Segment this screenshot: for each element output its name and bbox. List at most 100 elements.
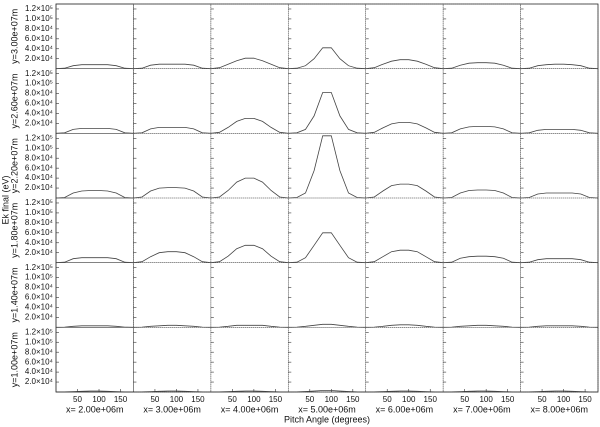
y-tick-label: 1.0×10⁵	[25, 273, 53, 282]
panel-frame	[520, 133, 599, 199]
y-tick-label: 8.0×10⁴	[25, 89, 54, 98]
column-label: x= 3.00e+06m	[143, 404, 201, 414]
row-label: y=2.20e+07m	[9, 138, 19, 193]
curve	[520, 63, 599, 70]
panel-frame	[442, 3, 521, 69]
y-tick-label: 8.0×10⁴	[25, 218, 54, 227]
panel-frame	[210, 3, 289, 69]
y-tick-label: 8.0×10⁴	[25, 153, 54, 162]
row-label: y=1.00e+07m	[9, 332, 19, 387]
curve	[55, 64, 134, 70]
curve	[365, 59, 444, 70]
row-label: y=1.40e+07m	[9, 267, 19, 322]
y-tick-label: 1.0×10⁵	[25, 79, 53, 88]
x-tick-label: 50	[150, 395, 159, 404]
panel-frame	[287, 68, 367, 134]
panel-frame	[442, 262, 521, 328]
x-tick-label: 50	[460, 395, 469, 404]
curve	[210, 244, 289, 264]
curve	[210, 57, 289, 70]
y-tick-label: 2.0×10⁴	[25, 54, 54, 63]
x-tick-label: 100	[92, 395, 106, 404]
curve	[288, 92, 366, 134]
y-tick-label: 6.0×10⁴	[25, 357, 54, 366]
panel-frame	[133, 133, 212, 199]
panel-frame	[55, 133, 134, 199]
x-tick-label: 150	[269, 395, 283, 404]
curve	[520, 129, 599, 134]
y-tick-label: 1.0×10⁵	[25, 208, 53, 217]
panel-frame	[365, 133, 444, 199]
panel-frame	[133, 68, 212, 134]
y-tick-label: 6.0×10⁴	[25, 293, 54, 302]
y-tick-label: 6.0×10⁴	[25, 228, 54, 237]
y-tick-label: 1.2×10⁵	[25, 69, 53, 78]
panel-frame	[210, 68, 289, 134]
x-tick-label: 100	[247, 395, 261, 404]
panel-frame	[133, 327, 212, 393]
y-tick-label: 1.0×10⁵	[25, 143, 53, 152]
panel-frame	[520, 262, 599, 328]
row-label: y=1.80e+07m	[9, 203, 19, 258]
column-label: x= 8.00e+06m	[531, 404, 589, 414]
panel-frame	[133, 197, 212, 263]
curve	[288, 47, 366, 70]
curve	[443, 255, 521, 264]
curve	[133, 251, 211, 264]
panel-frame	[287, 197, 367, 263]
y-tick-label: 1.2×10⁵	[25, 198, 53, 207]
x-tick-label: 100	[170, 395, 184, 404]
y-tick-label: 4.0×10⁴	[25, 303, 54, 312]
curve	[520, 325, 599, 328]
panel-frame	[365, 197, 444, 263]
y-tick-label: 4.0×10⁴	[25, 238, 54, 247]
curve	[55, 128, 134, 134]
panel-frame	[55, 262, 134, 328]
curve	[443, 62, 521, 70]
panel-frame	[133, 262, 212, 328]
panel-frame	[520, 327, 599, 393]
column-label: x= 7.00e+06m	[453, 404, 511, 414]
panel-frame	[210, 197, 289, 263]
curve	[55, 325, 134, 328]
panel-frame	[287, 262, 367, 328]
y-tick-label: 4.0×10⁴	[25, 44, 54, 53]
x-tick-label: 50	[538, 395, 547, 404]
panel-frame	[133, 3, 212, 69]
x-tick-label: 150	[501, 395, 515, 404]
y-tick-label: 2.0×10⁴	[25, 312, 54, 321]
curve	[443, 126, 521, 134]
x-tick-label: 50	[73, 395, 82, 404]
panel-frame	[55, 197, 134, 263]
column-label: x= 2.00e+06m	[66, 404, 124, 414]
panel-frame	[55, 327, 134, 393]
x-tick-label: 150	[346, 395, 360, 404]
x-axis-label: Pitch Angle (degrees)	[284, 414, 370, 424]
panel-frame	[287, 327, 367, 393]
curve	[133, 187, 211, 199]
y-tick-label: 2.0×10⁴	[25, 118, 54, 127]
row-label: y=3.00e+07m	[9, 9, 19, 64]
curve	[365, 249, 444, 264]
curve	[443, 324, 521, 328]
column-label: x= 4.00e+06m	[221, 404, 279, 414]
curve	[288, 232, 366, 264]
y-tick-label: 6.0×10⁴	[25, 163, 54, 172]
x-tick-label: 150	[424, 395, 438, 404]
x-tick-label: 50	[305, 395, 314, 404]
panel-frame	[210, 133, 289, 199]
panel-frame	[520, 3, 599, 69]
curve	[133, 324, 211, 328]
curve	[288, 323, 366, 328]
y-tick-label: 8.0×10⁴	[25, 24, 54, 33]
curve	[55, 190, 134, 199]
curve	[443, 189, 521, 199]
x-tick-label: 100	[479, 395, 493, 404]
y-axis-label: Ek final (eV)	[0, 175, 10, 224]
x-tick-label: 50	[383, 395, 392, 404]
y-tick-label: 4.0×10⁴	[25, 367, 54, 376]
curve	[365, 122, 444, 134]
plot-border	[55, 3, 599, 393]
panel-frame	[442, 133, 521, 199]
